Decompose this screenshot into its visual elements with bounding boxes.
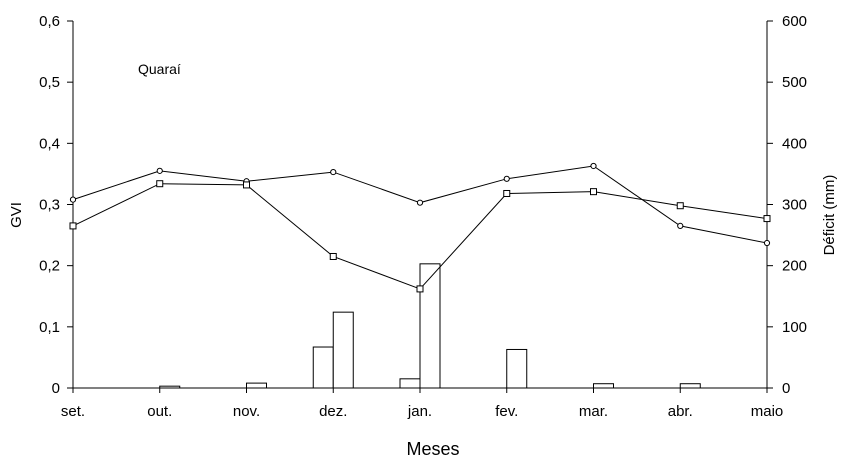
circle-marker <box>416 199 424 206</box>
bar <box>593 383 614 389</box>
x-tick-label: abr. <box>668 403 693 420</box>
bar <box>312 346 334 389</box>
square-marker <box>156 180 164 188</box>
x-tick-label: set. <box>61 403 85 420</box>
x-tick-label: fev. <box>495 403 518 420</box>
bar <box>679 383 701 389</box>
x-tick-label: maio <box>751 403 784 420</box>
circle-marker <box>677 222 684 230</box>
y-tick-label-right: 0 <box>782 380 790 397</box>
bars-layer <box>159 263 701 389</box>
circle-marker <box>503 175 510 182</box>
circle-marker <box>69 196 77 203</box>
y-axis-title-right: Déficit (mm) <box>821 175 838 256</box>
square-marker <box>763 215 771 223</box>
y-tick-label-right: 100 <box>782 319 807 336</box>
x-tick-label: nov. <box>233 403 260 420</box>
square-marker <box>243 181 250 189</box>
bar <box>332 311 354 389</box>
square-marker <box>676 202 684 210</box>
y-tick-label-right: 600 <box>782 13 807 30</box>
x-axis-title: Meses <box>406 439 459 459</box>
y-tick-label-left: 0,4 <box>39 135 60 152</box>
x-tick-label: out. <box>147 403 172 420</box>
y-tick-label-left: 0,1 <box>39 319 60 336</box>
y-tick-label-left: 0 <box>52 380 60 397</box>
y-tick-label-left: 0,5 <box>39 74 60 91</box>
x-tick-label: dez. <box>319 403 347 420</box>
y-tick-label-left: 0,2 <box>39 258 60 275</box>
y-tick-label-left: 0,6 <box>39 13 60 30</box>
y-tick-label-left: 0,3 <box>39 197 60 214</box>
y-tick-label-right: 500 <box>782 74 807 91</box>
circle-marker <box>330 168 337 176</box>
chart-annotation: Quaraí <box>138 61 181 77</box>
bar <box>246 382 267 389</box>
bar <box>419 263 441 389</box>
circle-marker <box>763 239 771 247</box>
circle-marker <box>156 167 163 174</box>
square-marker <box>329 252 337 260</box>
axes-layer: 0 0,1 0,2 0,3 0,4 0,5 0,6 0 100 200 300 400 500 600 se… <box>39 13 807 420</box>
square-marker <box>69 222 77 230</box>
y-tick-label-right: 400 <box>782 135 807 152</box>
square-marker <box>416 285 424 293</box>
bar <box>506 348 528 389</box>
lines-layer <box>69 162 771 293</box>
x-tick-label: mar. <box>579 403 608 420</box>
x-tick-label: jan. <box>407 403 432 420</box>
circle-marker <box>590 162 597 170</box>
square-marker <box>590 188 597 196</box>
bar <box>399 378 421 389</box>
y-tick-label-right: 300 <box>782 197 807 214</box>
y-tick-label-right: 200 <box>782 258 807 275</box>
square-marker <box>503 189 511 197</box>
y-axis-title-left: GVI <box>8 202 25 228</box>
